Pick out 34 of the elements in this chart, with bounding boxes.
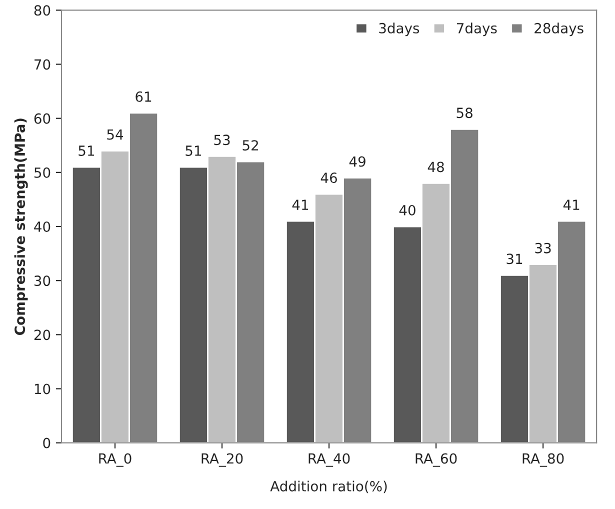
data-label: 61	[136, 91, 152, 102]
data-label: 49	[349, 156, 366, 167]
data-label: 41	[563, 200, 580, 210]
y-tick-label: 60	[34, 113, 50, 124]
data-label: 41	[292, 200, 308, 210]
legend-label: 7days	[457, 22, 497, 36]
data-label: 46	[320, 172, 337, 184]
x-axis-title: Addition ratio(%)	[270, 480, 387, 494]
y-tick-label: 30	[34, 276, 50, 286]
y-axis-title: Compressive strength(MPa)	[14, 118, 28, 335]
y-tick-label: 10	[34, 384, 50, 394]
data-label: 31	[506, 254, 522, 264]
legend-label: 3days	[379, 22, 420, 36]
y-tick-label: 0	[43, 438, 50, 448]
data-label: 48	[428, 162, 444, 172]
data-label: 33	[535, 242, 551, 254]
y-tick-label: 40	[34, 221, 50, 232]
data-label: 58	[456, 108, 472, 118]
x-tick-label: RA_80	[522, 453, 564, 467]
x-tick-label: RA_0	[99, 453, 132, 467]
y-tick-label: 70	[34, 59, 50, 70]
x-tick-label: RA_20	[202, 453, 243, 467]
x-tick-label: RA_60	[416, 453, 457, 467]
legend-label: 28days	[534, 22, 584, 36]
data-label: 52	[242, 140, 258, 151]
y-tick-label: 50	[34, 167, 50, 178]
y-tick-label: 20	[34, 330, 50, 340]
data-label: 53	[214, 134, 230, 146]
data-label: 51	[186, 146, 202, 156]
y-tick-label: 80	[34, 5, 50, 16]
x-tick-label: RA_40	[308, 453, 350, 467]
data-label: 54	[107, 129, 124, 140]
data-label: 40	[399, 204, 416, 216]
data-label: 51	[78, 146, 94, 156]
